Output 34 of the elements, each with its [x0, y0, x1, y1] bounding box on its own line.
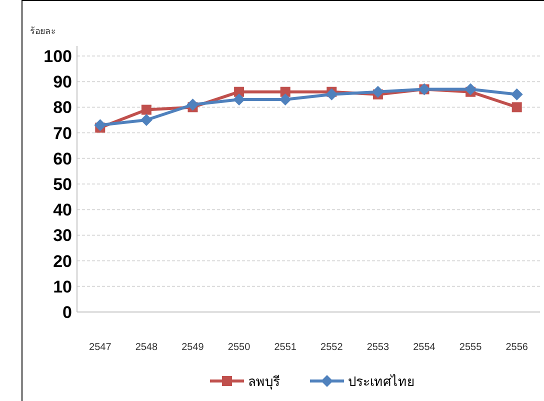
point — [94, 119, 106, 132]
y-tick-label: 100 — [44, 47, 72, 66]
x-tick-label: 2552 — [320, 342, 344, 353]
point — [510, 88, 523, 100]
point — [372, 86, 384, 98]
point — [464, 83, 477, 96]
y-tick-label: 70 — [53, 124, 72, 143]
y-tick-label: 80 — [53, 98, 72, 118]
point — [512, 102, 522, 112]
x-tick-label: 2556 — [506, 342, 528, 353]
y-tick-label: 0 — [62, 303, 72, 322]
legend-label: ประเทศไทย — [348, 374, 415, 389]
y-tick-label: 60 — [53, 149, 72, 168]
y-tick-label: 90 — [53, 72, 72, 92]
legend-label: ลพบุรี — [248, 374, 280, 390]
y-tick-label: 50 — [53, 175, 72, 194]
point — [186, 98, 199, 111]
point — [140, 114, 152, 126]
point — [326, 88, 338, 100]
y-tick-label: 10 — [53, 277, 72, 296]
point — [141, 104, 152, 115]
x-tick-label: 2553 — [366, 342, 390, 353]
x-tick-label: 2549 — [182, 342, 204, 353]
x-tick-label: 2550 — [228, 342, 251, 353]
x-tick-label: 2555 — [459, 342, 482, 353]
x-tick-label: 2554 — [413, 342, 436, 353]
y-tick-label: 40 — [53, 200, 72, 220]
y-tick-label: 30 — [53, 226, 72, 246]
x-tick-label: 2548 — [135, 342, 158, 353]
y-tick-label: 20 — [53, 252, 72, 271]
y-axis-title: ร้อยละ — [30, 26, 56, 36]
x-tick-label: 2551 — [274, 342, 297, 353]
x-tick-label: 2547 — [89, 342, 112, 353]
point — [279, 94, 292, 106]
